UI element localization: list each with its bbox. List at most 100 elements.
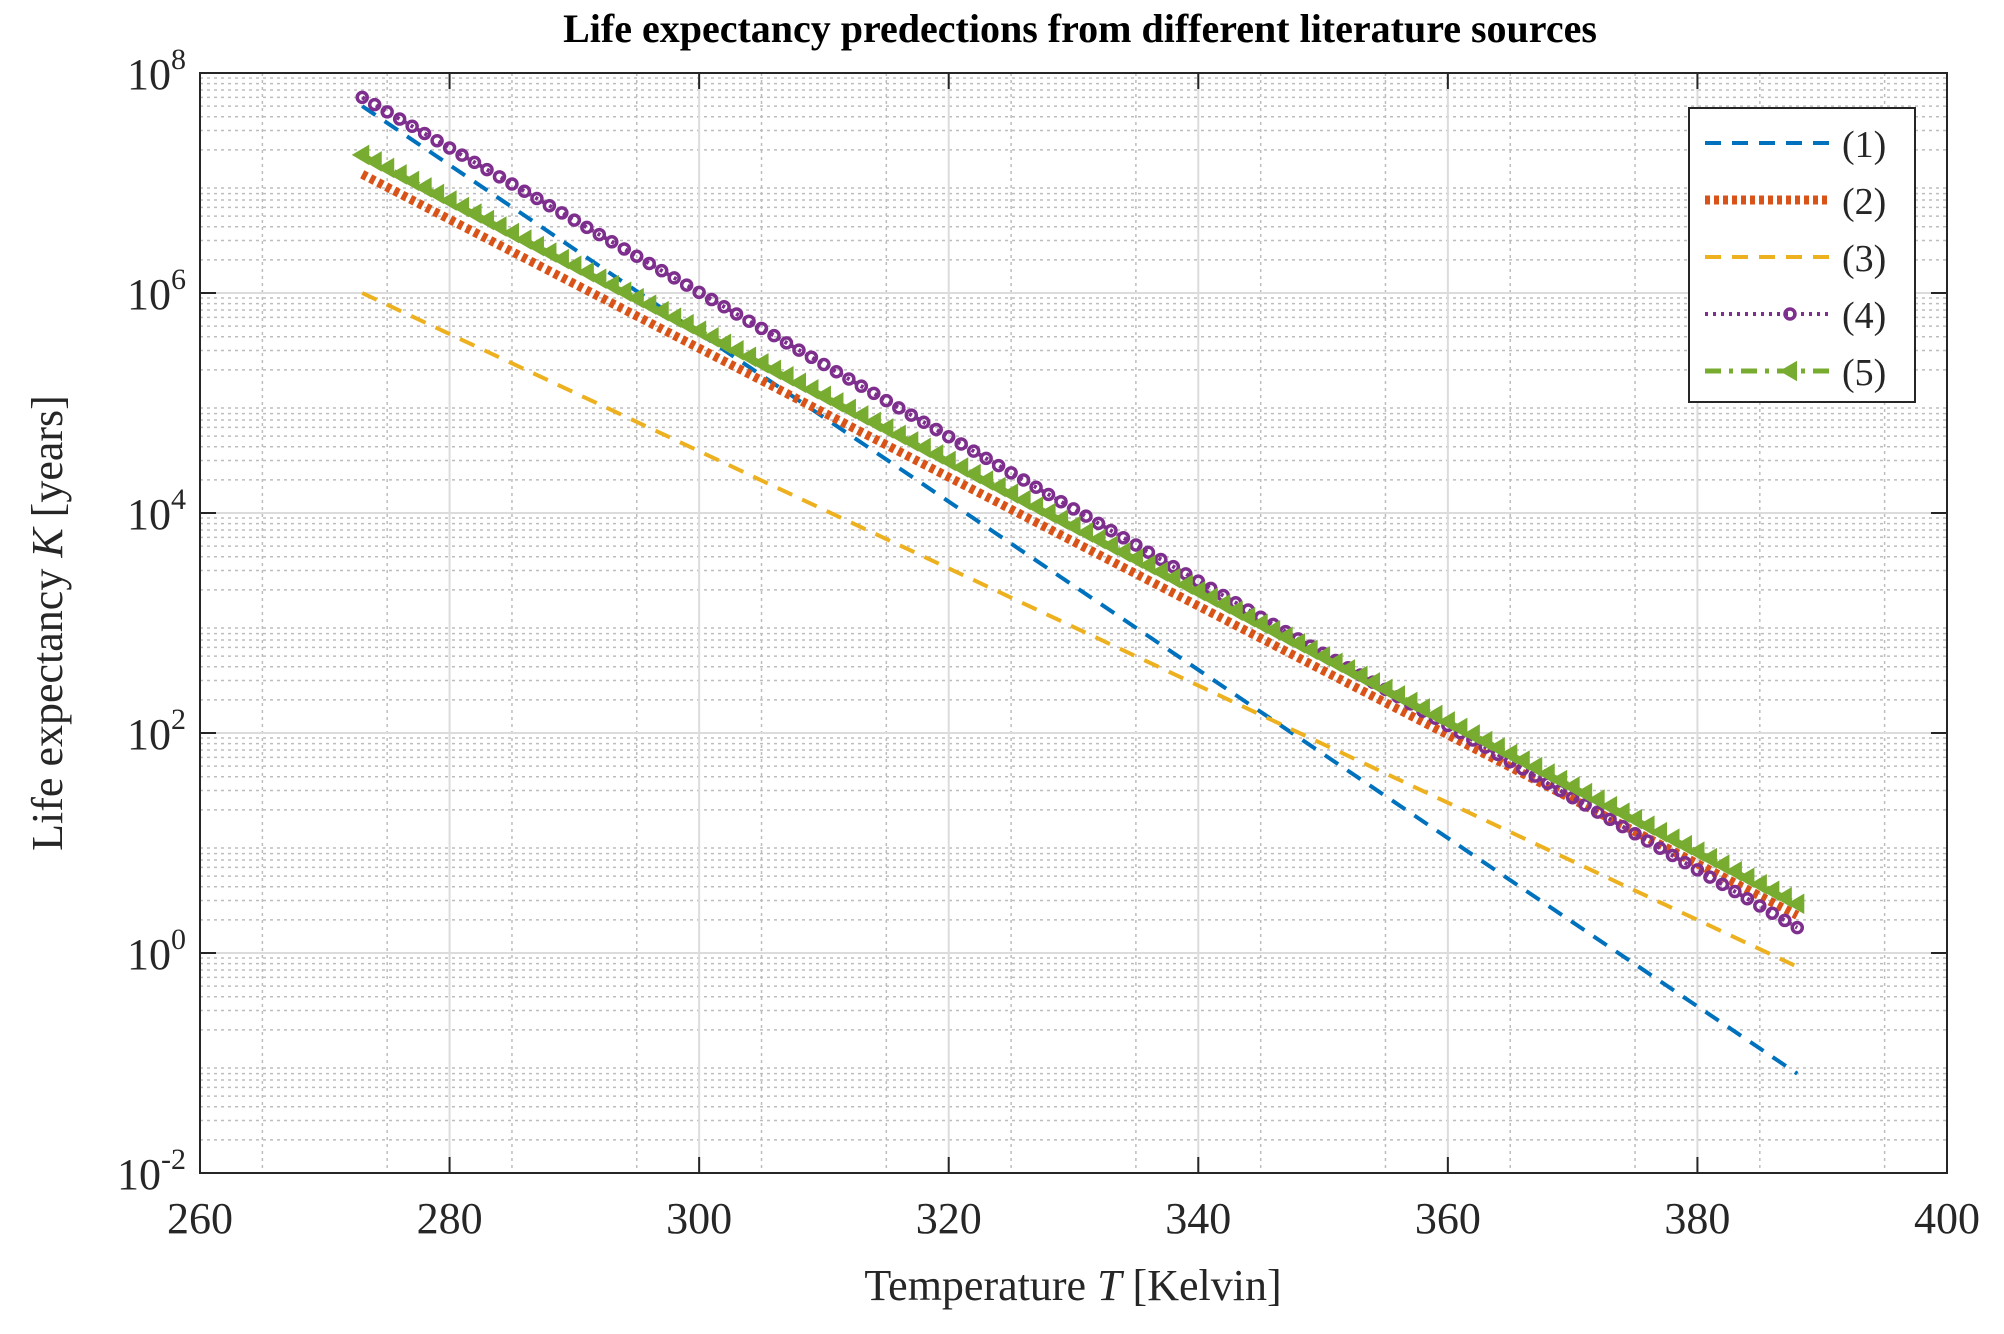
series-marker: [1587, 789, 1605, 810]
series-marker: [913, 437, 931, 459]
series-marker: [1104, 523, 1118, 538]
series-marker: [351, 144, 370, 166]
series-marker: [875, 418, 894, 439]
series-marker: [1779, 360, 1798, 382]
series-marker: [1337, 659, 1356, 680]
series-marker: [530, 191, 544, 206]
series-marker: [1524, 756, 1543, 778]
series-marker: [367, 97, 382, 112]
series-marker: [1187, 580, 1206, 602]
series-marker: [613, 281, 632, 302]
series-marker: [979, 451, 993, 466]
series-marker: [800, 379, 819, 400]
series-marker: [1765, 906, 1780, 920]
x-tick-label: 320: [916, 1194, 982, 1243]
series-marker: [1590, 805, 1605, 819]
series-marker: [688, 320, 707, 342]
series-marker: [555, 206, 569, 220]
series-marker: [1154, 552, 1168, 567]
series-marker: [1599, 795, 1618, 817]
series-marker: [879, 393, 894, 408]
series-marker: [1665, 848, 1680, 863]
legend-label: (5): [1842, 352, 1886, 394]
series-marker: [776, 366, 794, 387]
series-marker: [1175, 574, 1193, 596]
series-marker: [751, 352, 769, 374]
x-axis-label-unit: [Kelvin]: [1122, 1261, 1282, 1310]
series-marker: [1166, 559, 1181, 574]
series-marker: [1449, 717, 1468, 739]
series-marker: [489, 216, 507, 237]
series-marker: [439, 190, 457, 211]
series-marker: [1640, 834, 1655, 848]
series-marker: [451, 196, 470, 218]
series-marker: [1628, 827, 1642, 841]
series-marker: [1790, 920, 1805, 935]
series-marker: [1424, 704, 1443, 726]
series-3: [361, 291, 1799, 969]
series-marker: [467, 155, 482, 170]
legend-label: (4): [1842, 295, 1886, 337]
series-marker: [1054, 494, 1068, 509]
series-marker: [900, 431, 919, 452]
axes-box: [199, 72, 1948, 1174]
series-marker: [792, 343, 806, 357]
series-marker: [1038, 502, 1056, 524]
series-marker: [1137, 554, 1156, 576]
series-marker: [1724, 860, 1742, 882]
series-marker: [817, 357, 831, 372]
legend-label: (2): [1842, 181, 1886, 223]
series-marker: [1300, 639, 1318, 661]
series-marker: [430, 133, 444, 148]
x-tick-label: 300: [666, 1194, 732, 1243]
series-marker: [1728, 884, 1742, 899]
series-marker: [455, 148, 469, 162]
y-tick-label: 102: [127, 703, 186, 759]
series-5: [351, 144, 1805, 915]
series-marker: [863, 411, 881, 433]
series-marker: [1778, 913, 1792, 928]
series-marker: [1412, 698, 1430, 719]
y-tick-label: 108: [127, 43, 186, 99]
series-marker: [1091, 516, 1106, 531]
series-marker: [1574, 782, 1593, 804]
series-marker: [888, 424, 906, 446]
series-marker: [754, 321, 769, 336]
series-marker: [1753, 899, 1767, 913]
series-2: [360, 170, 1800, 920]
series-marker: [950, 457, 969, 478]
series-marker: [829, 364, 844, 379]
series-marker: [929, 422, 943, 437]
series-marker: [1699, 847, 1717, 869]
series-marker: [1462, 724, 1480, 745]
series-line: [361, 104, 1799, 1076]
series-marker: [1325, 652, 1343, 674]
series-marker: [825, 392, 844, 413]
series-marker: [576, 261, 594, 283]
series-marker: [417, 126, 432, 141]
series-marker: [813, 385, 831, 407]
series-marker: [867, 386, 881, 401]
series-marker: [1499, 743, 1518, 765]
series-marker: [567, 213, 582, 227]
series-marker: [642, 256, 656, 271]
x-tick-label: 380: [1664, 1194, 1730, 1243]
y-tick-label: 10-2: [117, 1143, 186, 1199]
series-marker: [925, 444, 944, 465]
legend-entry-4: (4): [1705, 295, 1886, 337]
series-marker: [513, 229, 532, 250]
series-marker: [1000, 483, 1019, 504]
series-marker: [1474, 730, 1493, 752]
series-marker: [954, 437, 968, 451]
series-marker: [763, 359, 782, 381]
series-marker: [654, 263, 669, 278]
series-marker: [838, 398, 856, 420]
series-marker: [767, 328, 781, 343]
series-marker: [963, 463, 981, 485]
series-marker: [701, 326, 719, 348]
series-marker: [1150, 561, 1168, 583]
series-marker: [1690, 863, 1705, 877]
series-marker: [1774, 886, 1792, 908]
series-marker: [492, 170, 507, 184]
series-marker: [1678, 855, 1692, 870]
